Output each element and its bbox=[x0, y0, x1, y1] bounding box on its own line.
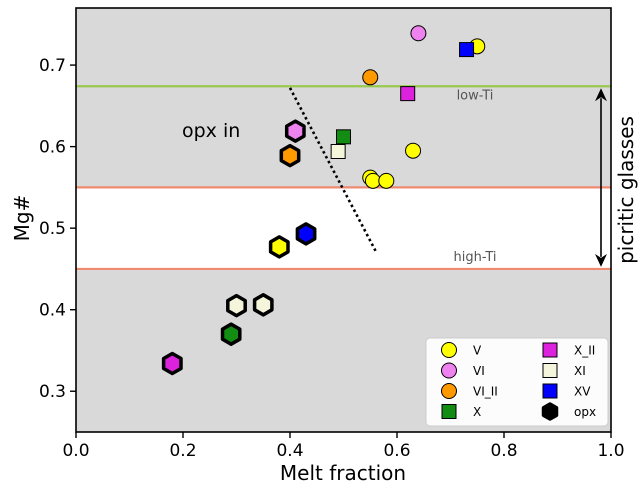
x-tick-label-3: 0.6 bbox=[383, 441, 410, 461]
legend-label-x: X bbox=[473, 405, 481, 419]
bracket-arrow-head-bottom bbox=[595, 253, 607, 267]
y-tick-label-3: 0.6 bbox=[39, 138, 66, 158]
x-tick-label-1: 0.2 bbox=[169, 441, 196, 461]
point-opx-6 bbox=[220, 322, 242, 346]
x-axis-title: Melt fraction bbox=[280, 461, 406, 485]
reference-line-label-2: high-Ti bbox=[454, 250, 497, 265]
point-opx-5 bbox=[252, 293, 274, 317]
legend-label-vi-ii: VI_II bbox=[473, 385, 498, 399]
legend-marker-x-ii bbox=[542, 342, 558, 358]
x-tick-label-2: 0.4 bbox=[276, 441, 303, 461]
point-opx-7 bbox=[161, 351, 183, 376]
opx-in-annotation: opx in bbox=[182, 120, 240, 142]
reference-line-label-0: low-Ti bbox=[457, 88, 494, 103]
legend: V VI VI_II X X_II XI XV opx bbox=[425, 337, 609, 427]
legend-marker-xi bbox=[542, 363, 558, 378]
y-tick-label-4: 0.7 bbox=[39, 56, 66, 76]
bracket-arrow-head-top bbox=[595, 88, 607, 102]
point-opx-4 bbox=[226, 293, 247, 318]
legend-box bbox=[425, 337, 609, 427]
legend-marker-vi bbox=[441, 362, 457, 379]
legend-label-x-ii: X_II bbox=[574, 344, 595, 358]
y-tick-label-2: 0.5 bbox=[39, 219, 66, 239]
bracket-label: picritic glasses bbox=[614, 116, 638, 264]
point-opx-3 bbox=[295, 222, 317, 246]
legend-marker-opx bbox=[541, 402, 559, 421]
y-tick-label-1: 0.4 bbox=[39, 301, 66, 321]
point-x-0 bbox=[336, 129, 351, 145]
point-opx-2 bbox=[268, 235, 290, 259]
point-x-ii-0 bbox=[400, 86, 416, 102]
legend-label-opx: opx bbox=[574, 405, 596, 419]
legend-marker-xv bbox=[542, 383, 558, 399]
point-v-3 bbox=[378, 172, 395, 189]
point-xv-0 bbox=[459, 42, 475, 58]
point-v-2 bbox=[364, 172, 381, 189]
high-ti-band bbox=[76, 187, 611, 269]
legend-label-v: V bbox=[473, 344, 482, 358]
x-tick-label-0: 0.0 bbox=[62, 441, 89, 461]
y-axis-title: Mg# bbox=[10, 195, 34, 242]
point-opx-1 bbox=[279, 143, 301, 168]
legend-label-xv: XV bbox=[574, 385, 591, 399]
point-vi-ii-0 bbox=[362, 69, 379, 86]
legend-label-vi: VI bbox=[473, 364, 485, 378]
y-tick-label-0: 0.3 bbox=[39, 382, 66, 402]
legend-label-xi: XI bbox=[574, 364, 586, 378]
axes-frame bbox=[75, 7, 612, 433]
x-tick-label-4: 0.8 bbox=[490, 441, 517, 461]
data-markers bbox=[161, 25, 486, 376]
axes: 0.0 0.2 0.4 0.6 0.8 1.0 0.3 0.4 0.5 0.6 0.7 bbox=[39, 7, 625, 461]
point-v-4 bbox=[405, 142, 422, 159]
legend-marker-v bbox=[441, 342, 457, 358]
x-tick-label-5: 1.0 bbox=[597, 441, 624, 461]
point-vi-0 bbox=[410, 25, 427, 42]
point-xi-0 bbox=[330, 144, 346, 160]
legend-marker-vi-ii bbox=[441, 383, 457, 399]
legend-marker-x bbox=[441, 404, 457, 419]
point-opx-0 bbox=[284, 119, 306, 143]
